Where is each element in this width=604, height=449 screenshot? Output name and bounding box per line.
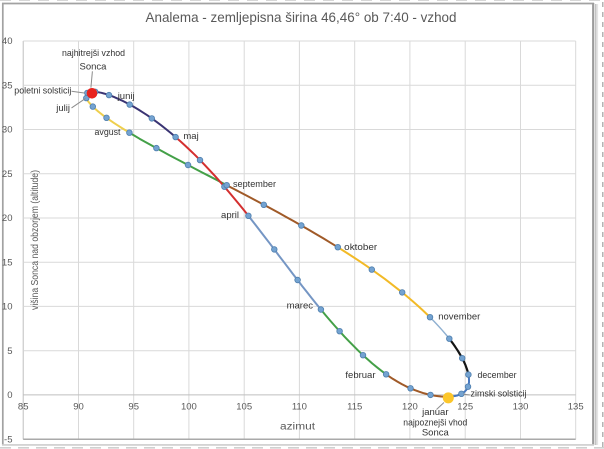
svg-text:najpoznejši vhod: najpoznejši vhod <box>403 417 467 428</box>
svg-text:november: november <box>438 312 480 323</box>
svg-text:130: 130 <box>513 401 529 412</box>
svg-text:40: 40 <box>2 36 13 47</box>
svg-text:90: 90 <box>73 401 84 412</box>
svg-text:85: 85 <box>18 401 29 412</box>
svg-text:maj: maj <box>183 131 198 142</box>
svg-text:zimski solsticij: zimski solsticij <box>471 388 527 399</box>
svg-text:september: september <box>233 179 276 190</box>
svg-text:april: april <box>221 210 239 221</box>
svg-text:junij: junij <box>117 91 135 102</box>
svg-text:oktober: oktober <box>344 242 377 253</box>
svg-text:Sonca: Sonca <box>80 61 108 72</box>
svg-text:0: 0 <box>7 390 12 401</box>
svg-text:15: 15 <box>2 257 13 268</box>
svg-text:marec: marec <box>287 301 314 312</box>
svg-text:februar: februar <box>345 370 375 381</box>
svg-text:december: december <box>478 370 517 381</box>
svg-text:5: 5 <box>7 346 12 357</box>
svg-text:avgust: avgust <box>95 127 121 138</box>
svg-text:azimut: azimut <box>280 422 315 433</box>
svg-text:25: 25 <box>2 169 13 180</box>
svg-text:95: 95 <box>128 401 139 412</box>
svg-text:100: 100 <box>181 401 197 412</box>
svg-text:Analema - zemljepisna širina 4: Analema - zemljepisna širina 46,46° ob 7… <box>146 9 457 25</box>
svg-text:120: 120 <box>402 401 418 412</box>
svg-text:julij: julij <box>55 103 70 114</box>
svg-text:30: 30 <box>2 125 13 136</box>
svg-text:višina Sonca nad obzorjem (alt: višina Sonca nad obzorjem (altitude) <box>30 170 41 310</box>
svg-text:135: 135 <box>568 401 584 412</box>
svg-text:10: 10 <box>2 302 13 313</box>
svg-text:115: 115 <box>347 401 362 412</box>
svg-text:Sonca: Sonca <box>422 428 450 439</box>
svg-text:januar: januar <box>421 407 448 418</box>
svg-text:poletni solsticij: poletni solsticij <box>14 86 71 97</box>
svg-text:20: 20 <box>2 213 13 224</box>
svg-text:110: 110 <box>292 401 307 412</box>
svg-text:najhitrejši vzhod: najhitrejši vzhod <box>62 48 125 59</box>
svg-text:35: 35 <box>2 80 13 91</box>
svg-text:-5: -5 <box>4 434 12 445</box>
svg-text:105: 105 <box>236 401 252 412</box>
svg-text:125: 125 <box>457 401 473 412</box>
